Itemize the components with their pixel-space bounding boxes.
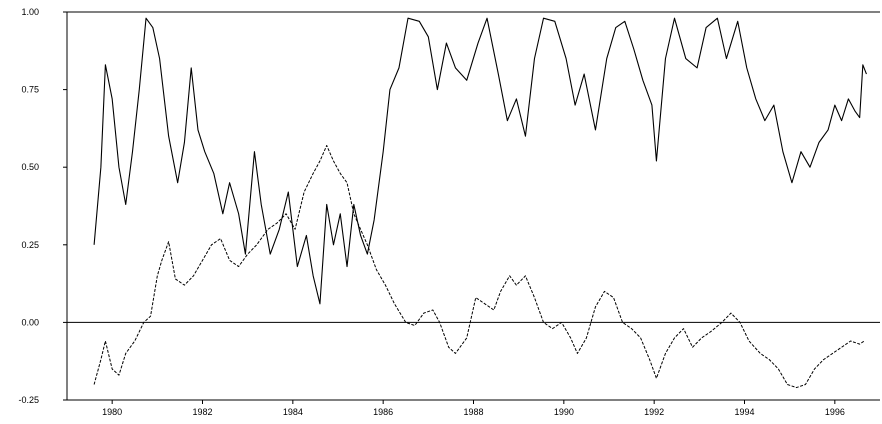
x-tick-label: 1988 (463, 407, 483, 417)
axes: -0.25 0.00 0.25 0.50 0.75 1.00 1980 1982 1984 198… (18, 7, 880, 417)
x-tick-label: 1990 (554, 407, 574, 417)
y-tick-label: -0.25 (18, 395, 39, 405)
x-tick-label: 1994 (734, 407, 754, 417)
reference-lines (67, 11, 880, 323)
x-tick-label: 1980 (102, 407, 122, 417)
y-tick-label: 0.00 (21, 317, 39, 327)
y-tick-label: 0.25 (21, 240, 39, 250)
y-tick-label: 0.75 (21, 85, 39, 95)
x-tick-label: 1986 (373, 407, 393, 417)
series-solid-line (93, 17, 867, 305)
x-tick-label: 1996 (825, 407, 845, 417)
series-dashed-line (93, 144, 865, 389)
y-tick-label: 1.00 (21, 7, 39, 17)
y-tick-label: 0.50 (21, 162, 39, 172)
x-tick-label: 1992 (644, 407, 664, 417)
x-tick-label: 1982 (192, 407, 212, 417)
series-group (93, 17, 867, 389)
x-tick-label: 1984 (283, 407, 303, 417)
